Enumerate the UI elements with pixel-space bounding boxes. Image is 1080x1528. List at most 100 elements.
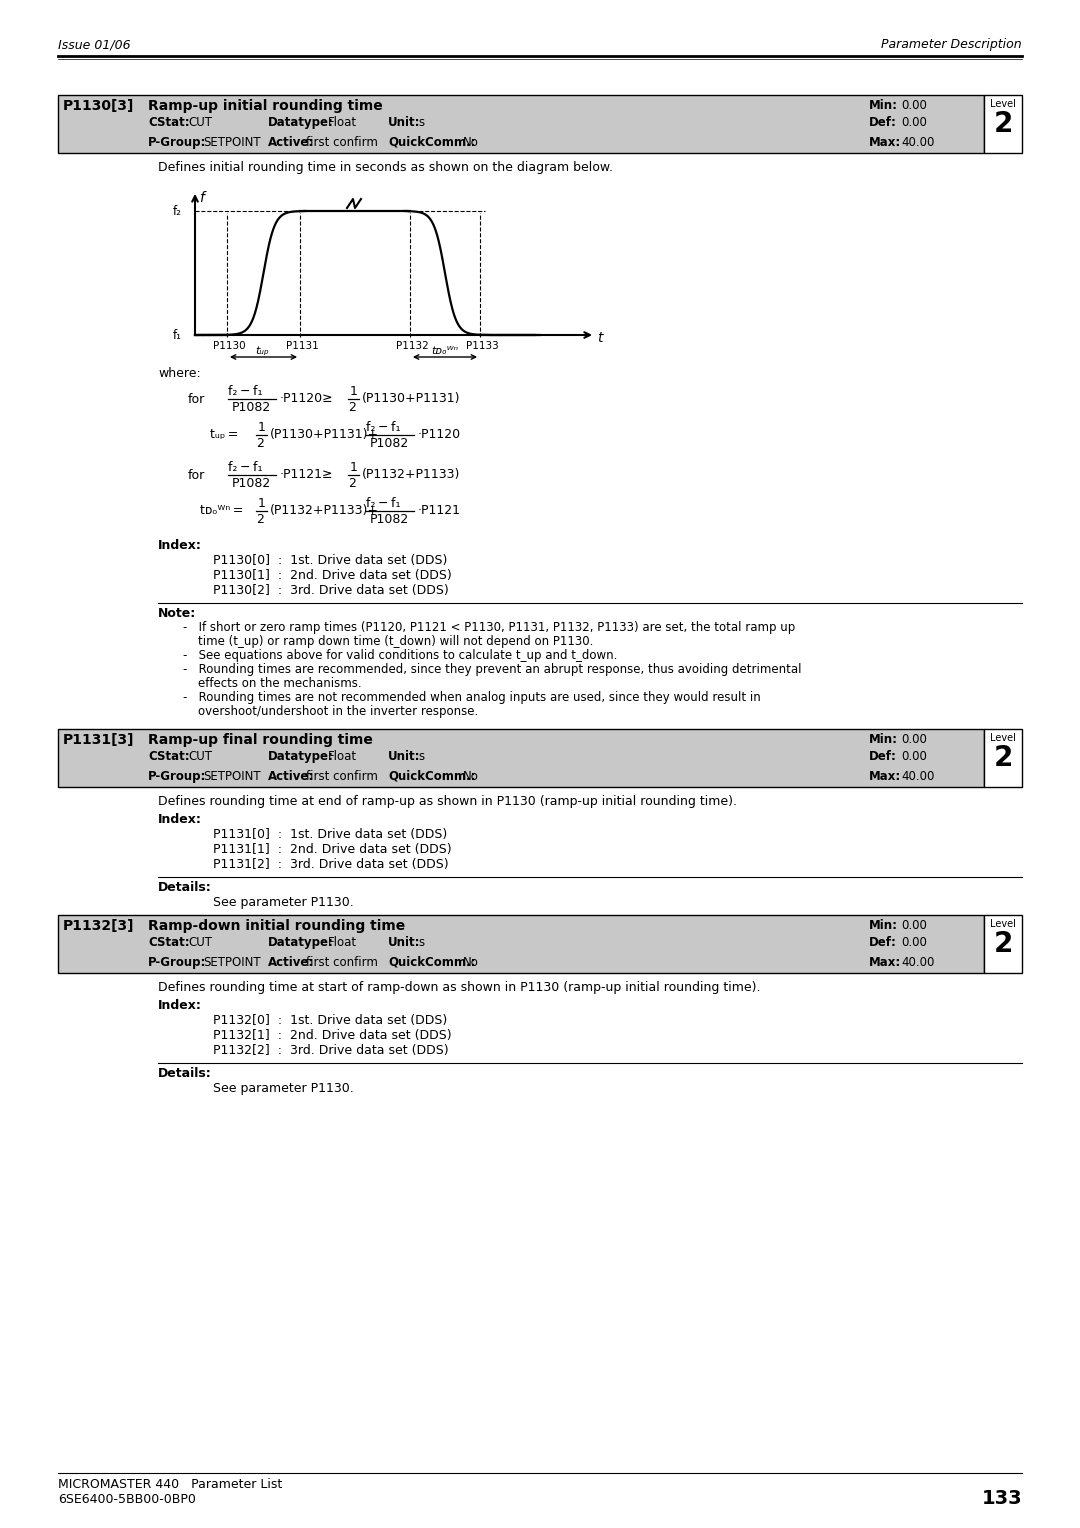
Text: tᵤₚ: tᵤₚ bbox=[256, 345, 269, 356]
Text: P1132: P1132 bbox=[396, 341, 429, 351]
Text: Unit:: Unit: bbox=[388, 750, 420, 764]
Text: 133: 133 bbox=[982, 1488, 1022, 1508]
Text: Max:: Max: bbox=[869, 955, 901, 969]
Text: tᴅₒᵂⁿ: tᴅₒᵂⁿ bbox=[431, 345, 458, 356]
Text: f₂ − f₁: f₂ − f₁ bbox=[228, 461, 262, 474]
Text: See parameter P1130.: See parameter P1130. bbox=[213, 895, 354, 909]
Text: SETPOINT: SETPOINT bbox=[203, 136, 260, 148]
Text: 1: 1 bbox=[258, 422, 266, 434]
Text: Def:: Def: bbox=[869, 937, 896, 949]
Text: Float: Float bbox=[328, 750, 357, 764]
Text: P1132[0]  :  1st. Drive data set (DDS): P1132[0] : 1st. Drive data set (DDS) bbox=[213, 1015, 447, 1027]
Text: P1131[0]  :  1st. Drive data set (DDS): P1131[0] : 1st. Drive data set (DDS) bbox=[213, 828, 447, 840]
Text: 1: 1 bbox=[350, 385, 357, 397]
Text: f₂: f₂ bbox=[173, 205, 181, 219]
Text: Index:: Index: bbox=[158, 539, 202, 552]
Text: P1130[1]  :  2nd. Drive data set (DDS): P1130[1] : 2nd. Drive data set (DDS) bbox=[213, 568, 451, 582]
Text: overshoot/undershoot in the inverter response.: overshoot/undershoot in the inverter res… bbox=[183, 704, 478, 718]
Text: s: s bbox=[418, 750, 424, 764]
Text: P1131[1]  :  2nd. Drive data set (DDS): P1131[1] : 2nd. Drive data set (DDS) bbox=[213, 843, 451, 856]
Text: 0.00: 0.00 bbox=[901, 750, 927, 764]
Text: P1132[3]: P1132[3] bbox=[63, 918, 135, 934]
Text: P1132[1]  :  2nd. Drive data set (DDS): P1132[1] : 2nd. Drive data set (DDS) bbox=[213, 1028, 451, 1042]
Text: Max:: Max: bbox=[869, 136, 901, 148]
Text: CStat:: CStat: bbox=[148, 937, 190, 949]
Text: Unit:: Unit: bbox=[388, 116, 420, 130]
Text: P1130[2]  :  3rd. Drive data set (DDS): P1130[2] : 3rd. Drive data set (DDS) bbox=[213, 584, 449, 597]
Text: 2: 2 bbox=[994, 744, 1013, 772]
Text: f₂ − f₁: f₂ − f₁ bbox=[366, 497, 401, 510]
Text: t: t bbox=[597, 332, 603, 345]
Text: (P1130+P1131)+: (P1130+P1131)+ bbox=[270, 428, 379, 442]
Text: Issue 01/06: Issue 01/06 bbox=[58, 38, 131, 50]
Text: tᵤₚ =: tᵤₚ = bbox=[210, 428, 239, 442]
Text: CUT: CUT bbox=[188, 116, 212, 130]
Text: Details:: Details: bbox=[158, 882, 212, 894]
Text: Index:: Index: bbox=[158, 813, 202, 827]
Text: 40.00: 40.00 bbox=[901, 955, 934, 969]
Text: tᴅₒᵂⁿ =: tᴅₒᵂⁿ = bbox=[200, 504, 243, 516]
Text: Ramp-up final rounding time: Ramp-up final rounding time bbox=[148, 733, 373, 747]
Text: QuickComm.:: QuickComm.: bbox=[388, 770, 475, 782]
Text: MICROMASTER 440   Parameter List: MICROMASTER 440 Parameter List bbox=[58, 1478, 282, 1491]
Text: Ramp-up initial rounding time: Ramp-up initial rounding time bbox=[148, 99, 382, 113]
Text: Float: Float bbox=[328, 116, 357, 130]
Text: 6SE6400-5BB00-0BP0: 6SE6400-5BB00-0BP0 bbox=[58, 1493, 195, 1507]
Text: Defines rounding time at end of ramp-up as shown in P1130 (ramp-up initial round: Defines rounding time at end of ramp-up … bbox=[158, 795, 737, 808]
Text: (P1132+P1133)+: (P1132+P1133)+ bbox=[270, 504, 379, 516]
Text: Min:: Min: bbox=[869, 733, 897, 746]
Text: Min:: Min: bbox=[869, 918, 897, 932]
Text: Level: Level bbox=[990, 99, 1016, 108]
Text: Details:: Details: bbox=[158, 1067, 212, 1080]
Text: 2: 2 bbox=[994, 110, 1013, 138]
Text: ·P1121: ·P1121 bbox=[418, 504, 461, 516]
Text: Parameter Description: Parameter Description bbox=[881, 38, 1022, 50]
Text: where:: where: bbox=[158, 367, 201, 380]
Text: Note:: Note: bbox=[158, 607, 197, 620]
Text: s: s bbox=[418, 116, 424, 130]
Text: -   See equations above for valid conditions to calculate t_up and t_down.: - See equations above for valid conditio… bbox=[183, 649, 618, 662]
Text: 0.00: 0.00 bbox=[901, 116, 927, 130]
Text: Def:: Def: bbox=[869, 750, 896, 764]
Text: P1082: P1082 bbox=[232, 477, 271, 490]
Text: No: No bbox=[463, 955, 478, 969]
Bar bbox=[58, 729, 984, 787]
Text: 0.00: 0.00 bbox=[901, 733, 927, 746]
Text: P1130: P1130 bbox=[213, 341, 245, 351]
Text: Active:: Active: bbox=[268, 136, 314, 148]
Text: Datatype:: Datatype: bbox=[268, 750, 334, 764]
Bar bbox=[984, 915, 1022, 973]
Text: Level: Level bbox=[990, 733, 1016, 743]
Text: SETPOINT: SETPOINT bbox=[203, 955, 260, 969]
Text: Active:: Active: bbox=[268, 770, 314, 782]
Text: Defines rounding time at start of ramp-down as shown in P1130 (ramp-up initial r: Defines rounding time at start of ramp-d… bbox=[158, 981, 760, 995]
Text: No: No bbox=[463, 770, 478, 782]
Text: 1: 1 bbox=[350, 461, 357, 474]
Text: P1082: P1082 bbox=[232, 400, 271, 414]
Text: Datatype:: Datatype: bbox=[268, 116, 334, 130]
Text: 2: 2 bbox=[994, 931, 1013, 958]
Text: -   If short or zero ramp times (P1120, P1121 < P1130, P1131, P1132, P1133) are : - If short or zero ramp times (P1120, P1… bbox=[183, 620, 795, 634]
Bar bbox=[984, 729, 1022, 787]
Text: CUT: CUT bbox=[188, 937, 212, 949]
Text: P1133: P1133 bbox=[465, 341, 499, 351]
Text: s: s bbox=[418, 937, 424, 949]
Text: See parameter P1130.: See parameter P1130. bbox=[213, 1082, 354, 1096]
Text: Unit:: Unit: bbox=[388, 937, 420, 949]
Text: 0.00: 0.00 bbox=[901, 99, 927, 112]
Text: 0.00: 0.00 bbox=[901, 937, 927, 949]
Text: P1130[0]  :  1st. Drive data set (DDS): P1130[0] : 1st. Drive data set (DDS) bbox=[213, 555, 447, 567]
Text: P1130[3]: P1130[3] bbox=[63, 99, 134, 113]
Text: ·P1120≥: ·P1120≥ bbox=[280, 393, 334, 405]
Text: Index:: Index: bbox=[158, 999, 202, 1012]
Text: P1132[2]  :  3rd. Drive data set (DDS): P1132[2] : 3rd. Drive data set (DDS) bbox=[213, 1044, 448, 1057]
Text: Defines initial rounding time in seconds as shown on the diagram below.: Defines initial rounding time in seconds… bbox=[158, 160, 613, 174]
Text: P1131: P1131 bbox=[286, 341, 319, 351]
Text: CStat:: CStat: bbox=[148, 116, 190, 130]
Bar bbox=[984, 95, 1022, 153]
Text: P1082: P1082 bbox=[370, 437, 409, 451]
Text: Active:: Active: bbox=[268, 955, 314, 969]
Text: -   Rounding times are recommended, since they prevent an abrupt response, thus : - Rounding times are recommended, since … bbox=[183, 663, 801, 675]
Text: ·P1120: ·P1120 bbox=[418, 428, 461, 442]
Text: Min:: Min: bbox=[869, 99, 897, 112]
